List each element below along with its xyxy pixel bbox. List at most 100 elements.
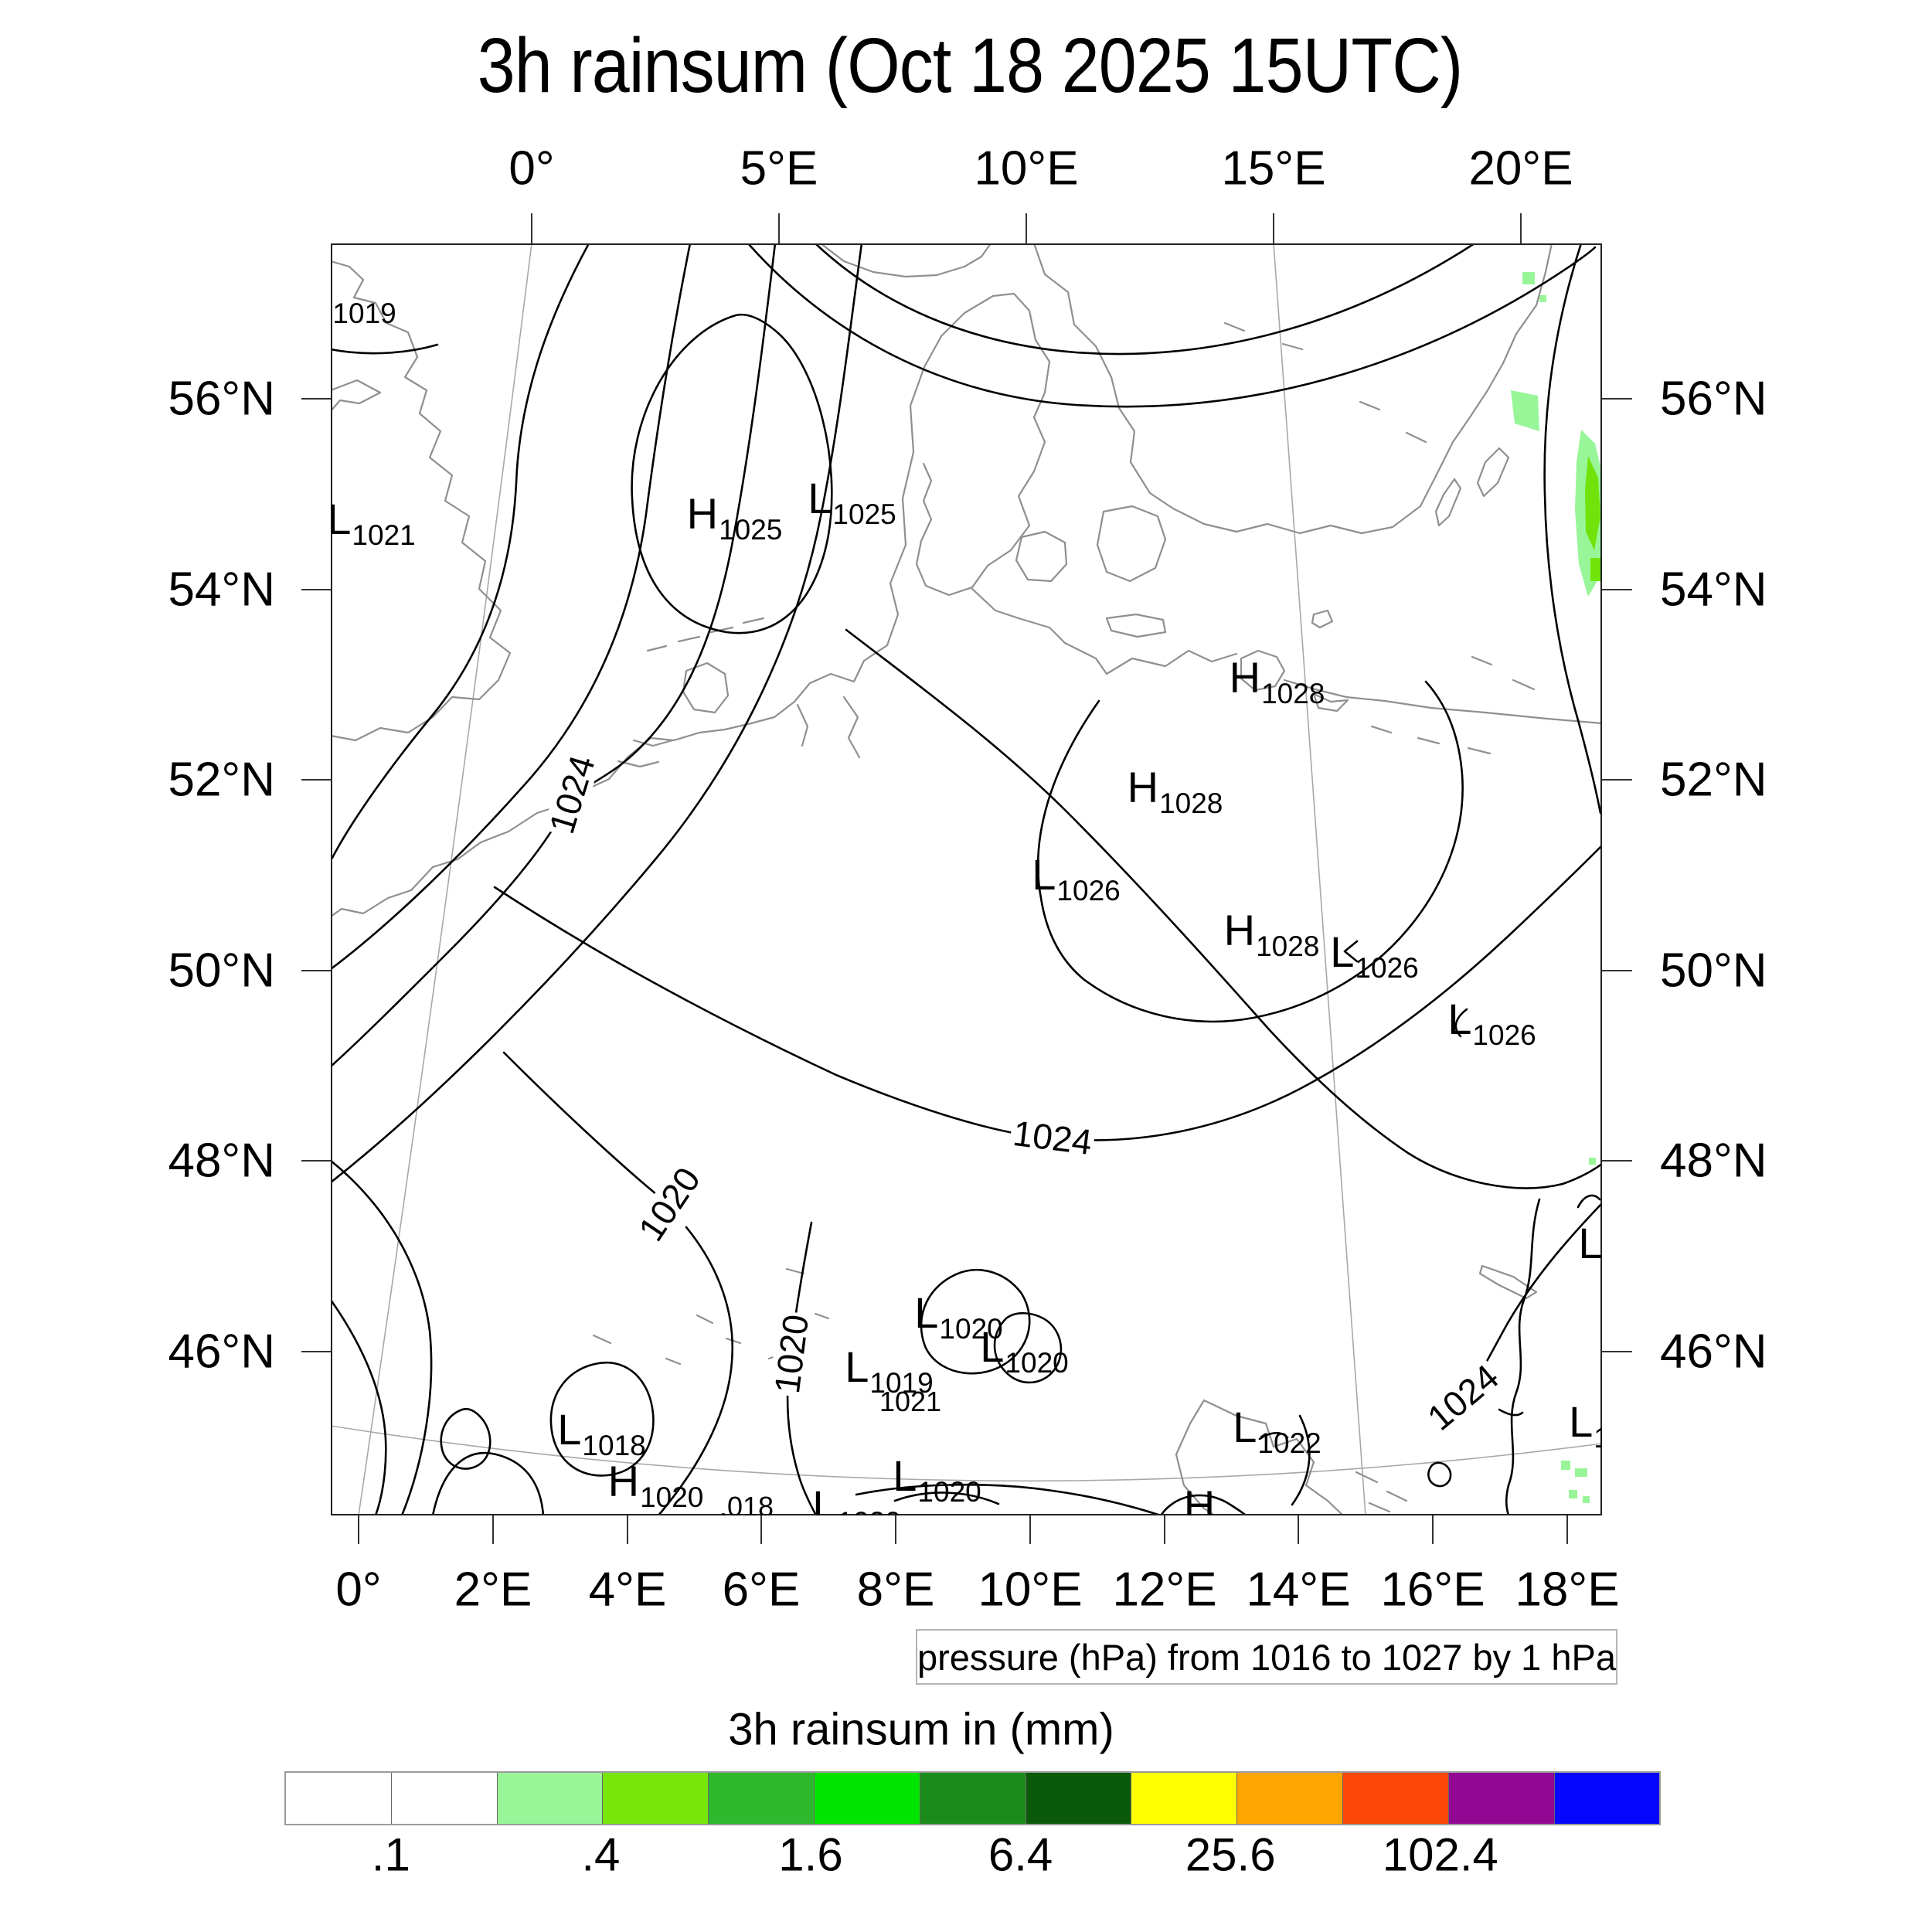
- colorbar-title: 3h rainsum in (mm): [728, 1704, 1114, 1755]
- aux-text: .018: [719, 1491, 774, 1516]
- colorbar-tick-label: .1: [371, 1828, 410, 1881]
- right-tick: [1602, 970, 1632, 971]
- colorbar-segment: [814, 1773, 920, 1824]
- bottom-axis-label: 16°E: [1380, 1563, 1485, 1617]
- bottom-tick: [1164, 1515, 1165, 1544]
- bottom-axis-label: 10°E: [978, 1563, 1083, 1617]
- isobar-contours: [331, 243, 1602, 1515]
- colorbar-tick-label: 1.6: [778, 1828, 843, 1881]
- pressure-center-low: L1: [1569, 1397, 1602, 1454]
- pressure-center-low: L1019: [331, 276, 396, 330]
- pressure-center-low: L1019: [845, 1342, 934, 1400]
- colorbar-segment: [497, 1773, 604, 1824]
- colorbar-tick-label: 102.4: [1382, 1828, 1498, 1881]
- map-frame: [331, 243, 1602, 1515]
- pressure-center-labels-layer: L1019L1021H1025L1025H1028H1028L1026H1028…: [331, 243, 1602, 1515]
- top-axis-label: 5°E: [740, 141, 818, 196]
- pressure-center-low: L1020: [914, 1288, 1003, 1345]
- bottom-axis-label: 18°E: [1515, 1563, 1620, 1617]
- right-axis-label: 54°N: [1660, 563, 1767, 617]
- colorbar-tick-label: 6.4: [988, 1828, 1053, 1881]
- right-tick: [1602, 398, 1632, 400]
- left-tick: [301, 779, 331, 781]
- pressure-center-low: L1020: [893, 1451, 981, 1509]
- pressure-center-high: H1028: [1229, 653, 1325, 710]
- map-plot: [331, 243, 1602, 1515]
- chart-title: 3h rainsum (Oct 18 2025 15UTC): [477, 22, 1463, 109]
- bottom-tick: [1298, 1515, 1299, 1544]
- pressure-center-high: H1028: [1223, 906, 1320, 963]
- colorbar-segment: [1342, 1773, 1449, 1824]
- colorbar-tick-label: .4: [581, 1828, 621, 1881]
- colorbar-segment: [1131, 1773, 1238, 1824]
- left-axis-label: 56°N: [168, 372, 275, 426]
- colorbar-tick-label: 25.6: [1185, 1828, 1276, 1881]
- colorbar-segment: [1448, 1773, 1555, 1824]
- right-axis-label: 56°N: [1660, 372, 1767, 426]
- colorbar-segment: [286, 1773, 392, 1824]
- aux-text: 1021: [879, 1386, 942, 1417]
- bottom-tick: [1566, 1515, 1568, 1544]
- pressure-center-low: L1022: [1233, 1403, 1321, 1460]
- bottom-axis-label: 4°E: [588, 1563, 667, 1617]
- bottom-tick: [627, 1515, 628, 1544]
- pressure-center-low: L1020: [812, 1481, 900, 1515]
- pressure-center-high: H1028: [1127, 763, 1223, 820]
- pressure-center-low: L1021: [331, 495, 416, 552]
- left-axis-label: 54°N: [168, 563, 275, 617]
- colorbar-segment: [1026, 1773, 1132, 1824]
- top-axis-label: 10°E: [974, 141, 1079, 196]
- top-tick: [1273, 213, 1274, 243]
- rain-patches: [1511, 272, 1602, 1503]
- colorbar-segment: [709, 1773, 815, 1824]
- top-axis-label: 0°: [509, 141, 555, 196]
- pressure-center-high: H1025: [686, 489, 783, 546]
- left-axis-label: 50°N: [168, 944, 275, 998]
- bottom-axis-label: 6°E: [722, 1563, 801, 1617]
- right-axis-label: 46°N: [1660, 1325, 1767, 1379]
- colorbar: [284, 1771, 1662, 1825]
- bottom-tick: [895, 1515, 896, 1544]
- pressure-center-low: L1018: [557, 1405, 646, 1462]
- right-axis-label: 48°N: [1660, 1134, 1767, 1188]
- pressure-center-low: L1026: [1330, 927, 1419, 985]
- colorbar-segment: [391, 1773, 498, 1824]
- left-axis-label: 46°N: [168, 1325, 275, 1379]
- bottom-tick: [358, 1515, 359, 1544]
- top-tick: [1520, 213, 1522, 243]
- right-tick: [1602, 1160, 1632, 1162]
- right-tick: [1602, 1351, 1632, 1352]
- colorbar-segment: [603, 1773, 709, 1824]
- pressure-center-low: L1026: [1032, 850, 1121, 907]
- left-tick: [301, 1351, 331, 1352]
- top-axis-label: 15°E: [1221, 141, 1326, 196]
- pressure-center-low: L1025: [808, 474, 896, 531]
- pressure-center-low: L1020: [980, 1322, 1069, 1379]
- left-tick: [301, 970, 331, 971]
- pressure-center-low: L1026: [1447, 995, 1536, 1052]
- pressure-center-low: L: [1578, 1219, 1602, 1268]
- bottom-axis-label: 8°E: [856, 1563, 935, 1617]
- bottom-axis-label: 2°E: [454, 1563, 532, 1617]
- left-tick: [301, 398, 331, 400]
- left-axis-label: 48°N: [168, 1134, 275, 1188]
- right-tick: [1602, 779, 1632, 781]
- bottom-axis-label: 12°E: [1112, 1563, 1217, 1617]
- colorbar-segment: [920, 1773, 1026, 1824]
- bottom-tick: [1432, 1515, 1434, 1544]
- top-tick: [531, 213, 532, 243]
- right-tick: [1602, 589, 1632, 590]
- coastlines: [331, 243, 1602, 1515]
- left-tick: [301, 589, 331, 590]
- top-tick: [778, 213, 780, 243]
- left-axis-label: 52°N: [168, 753, 275, 807]
- colorbar-segment: [1237, 1773, 1343, 1824]
- pressure-center-high: H1020: [607, 1457, 704, 1514]
- right-axis-label: 50°N: [1660, 944, 1767, 998]
- pressure-caption-text: pressure (hPa) from 1016 to 1027 by 1 hP…: [917, 1636, 1616, 1678]
- top-axis-label: 20°E: [1468, 141, 1573, 196]
- bottom-tick: [1029, 1515, 1031, 1544]
- bottom-axis-label: 14°E: [1246, 1563, 1351, 1617]
